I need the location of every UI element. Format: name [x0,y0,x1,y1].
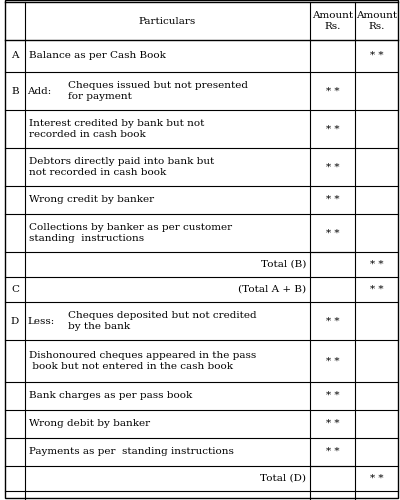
Text: * *: * * [326,228,339,237]
Text: A: A [11,52,19,60]
Text: Add:: Add: [27,86,51,96]
Text: Balance as per Cash Book: Balance as per Cash Book [29,52,166,60]
Text: Payments as per  standing instructions: Payments as per standing instructions [29,448,234,456]
Text: Cheques deposited but not credited
by the bank: Cheques deposited but not credited by th… [68,310,257,332]
Text: Dishonoured cheques appeared in the pass
 book but not entered in the cash book: Dishonoured cheques appeared in the pass… [29,350,256,372]
Text: Wrong debit by banker: Wrong debit by banker [29,420,150,428]
Text: Wrong credit by banker: Wrong credit by banker [29,196,154,204]
Text: * *: * * [326,316,339,326]
Text: * *: * * [326,196,339,204]
Text: Less:: Less: [27,316,54,326]
Text: Particulars: Particulars [139,16,196,26]
Text: * *: * * [326,420,339,428]
Text: * *: * * [326,162,339,172]
Text: * *: * * [326,392,339,400]
Text: (Total A + B): (Total A + B) [238,285,306,294]
Text: B: B [11,86,19,96]
Text: C: C [11,285,19,294]
Text: Bank charges as per pass book: Bank charges as per pass book [29,392,192,400]
Text: Debtors directly paid into bank but
not recorded in cash book: Debtors directly paid into bank but not … [29,156,214,178]
Text: * *: * * [370,52,383,60]
Text: D: D [11,316,19,326]
Text: Cheques issued but not presented
for payment: Cheques issued but not presented for pay… [68,80,248,102]
Text: * *: * * [370,474,383,483]
Text: * *: * * [326,124,339,134]
Text: Total (D): Total (D) [260,474,306,483]
Text: * *: * * [326,86,339,96]
Text: * *: * * [326,448,339,456]
Text: Interest credited by bank but not
recorded in cash book: Interest credited by bank but not record… [29,118,204,140]
Text: * *: * * [370,260,383,269]
Text: * *: * * [326,356,339,366]
Text: * *: * * [370,285,383,294]
Text: Amount
Rs.: Amount Rs. [312,12,353,30]
Text: Total (B): Total (B) [261,260,306,269]
Text: Collections by banker as per customer
standing  instructions: Collections by banker as per customer st… [29,222,232,244]
Text: Amount
Rs.: Amount Rs. [356,12,397,30]
